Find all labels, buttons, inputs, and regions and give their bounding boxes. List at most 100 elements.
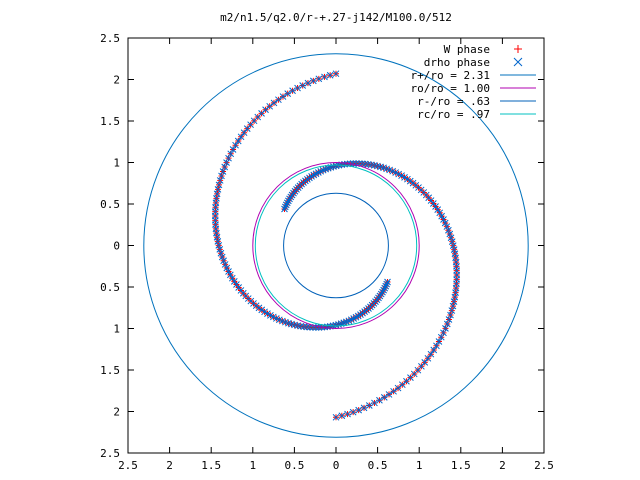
drho-phase-point [218, 172, 225, 180]
drho-phase-point [289, 87, 296, 95]
drho-phase-point [447, 234, 455, 242]
drho-phase-point [380, 394, 388, 401]
drho-phase-point [287, 193, 295, 201]
drho-phase-point [237, 133, 245, 141]
chart-title: m2/n1.5/q2.0/r-+.27-j142/M100.0/512 [220, 11, 452, 24]
y-tick-label: 0.5 [100, 281, 120, 294]
drho-phase-point [383, 280, 391, 288]
legend-label: ro/ro = 1.00 [411, 82, 490, 95]
drho-phase-point [449, 242, 457, 249]
drho-phase-point [371, 399, 378, 407]
drho-phase-point [406, 177, 414, 185]
drho-phase-point [230, 278, 238, 285]
legend-label: drho phase [424, 56, 490, 69]
drho-phase-point [226, 271, 234, 279]
drho-phase-point [332, 413, 340, 421]
drho-phase-point [220, 257, 227, 265]
drho-phase-point [214, 237, 222, 245]
drho-phase-point [223, 159, 230, 166]
drho-phase-point [361, 160, 369, 168]
drho-phase-point [385, 391, 393, 398]
y-tick-label: 1.5 [100, 115, 120, 128]
drho-phase-point [303, 323, 311, 331]
drho-phase-point [448, 238, 456, 246]
x-tick-label: 1.5 [201, 459, 221, 472]
drho-phase-point [437, 333, 445, 341]
y-tick-label: 1 [113, 323, 120, 336]
x-tick-label: 2 [499, 459, 506, 472]
drho-phase-point [285, 197, 292, 205]
y-tick-label: 1 [113, 157, 120, 170]
drho-phase-point [225, 268, 232, 275]
drho-phase-point [321, 73, 328, 81]
drho-phase-point [441, 219, 449, 227]
y-tick-label: 2 [113, 74, 120, 87]
drho-phase-point [258, 306, 266, 314]
drho-phase-point [218, 253, 226, 261]
drho-phase-point [382, 282, 390, 290]
drho-phase-point [436, 209, 444, 217]
y-tick-label: 2 [113, 406, 120, 419]
drho-phase-point [421, 358, 429, 366]
drho-phase-point [275, 96, 282, 104]
drho-phase-point [338, 412, 346, 420]
drho-phase-point [384, 278, 391, 286]
drho-phase-point [309, 77, 317, 85]
drho-phase-point [355, 406, 363, 414]
drho-phase-point [379, 288, 386, 296]
drho-phase-point [221, 163, 229, 171]
drho-phase-point [409, 179, 417, 187]
drho-phase-point [445, 226, 452, 234]
drho-phase-point [299, 82, 307, 89]
reference-circle [254, 164, 418, 327]
drho-phase-point [227, 150, 235, 158]
x-tick-label: 2.5 [118, 459, 138, 472]
drho-phase-point [270, 99, 278, 107]
drho-phase-point [243, 125, 251, 133]
drho-phase-point [232, 141, 239, 149]
drho-phase-point [326, 71, 334, 79]
drho-phase-point [438, 212, 446, 220]
drho-phase-point [435, 338, 443, 345]
drho-phase-point [219, 168, 227, 175]
reference-circle [252, 162, 420, 329]
x-tick-label: 2 [166, 459, 173, 472]
drho-phase-point [446, 230, 454, 238]
x-tick-label: 1.5 [451, 459, 471, 472]
drho-phase-point [427, 350, 435, 358]
drho-phase-point [376, 396, 383, 404]
y-tick-label: 2.5 [100, 32, 120, 45]
drho-phase-point [440, 216, 447, 223]
reference-circle [283, 192, 389, 299]
drho-phase-point [294, 84, 301, 92]
y-tick-label: 0.5 [100, 198, 120, 211]
drho-phase-point [233, 281, 240, 288]
drho-phase-point [445, 316, 453, 323]
drho-phase-point [281, 205, 288, 213]
drho-phase-point [332, 70, 340, 78]
legend-label: r-/ro = .63 [417, 95, 490, 108]
x-tick-label: 1 [416, 459, 423, 472]
drho-phase-point [447, 311, 454, 319]
drho-phase-point [394, 384, 402, 392]
drho-phase-point [229, 146, 237, 153]
drho-phase-point [360, 404, 368, 412]
drho-phase-point [228, 274, 236, 282]
drho-phase-point [282, 201, 290, 209]
axes: 2.5 2 1.5 1 0.5 0 0.5 1 1.5 2 2.52.521.510.500.511… [100, 32, 554, 472]
x-tick-label: 0.5 [284, 459, 304, 472]
x-tick-label: 1 [249, 459, 256, 472]
drho-phase-point [442, 325, 449, 332]
drho-phase-point [443, 223, 451, 230]
drho-phase-point [315, 75, 323, 83]
drho-phase-point [381, 284, 389, 292]
x-tick-label: 2.5 [534, 459, 554, 472]
drho-phase-point [223, 264, 231, 272]
legend-label: rc/ro = .97 [417, 108, 490, 121]
drho-phase-point [349, 408, 357, 416]
drho-phase-point [433, 342, 440, 350]
drho-phase-point [349, 160, 357, 167]
drho-phase-point [283, 199, 291, 207]
drho-phase-point [279, 93, 287, 100]
